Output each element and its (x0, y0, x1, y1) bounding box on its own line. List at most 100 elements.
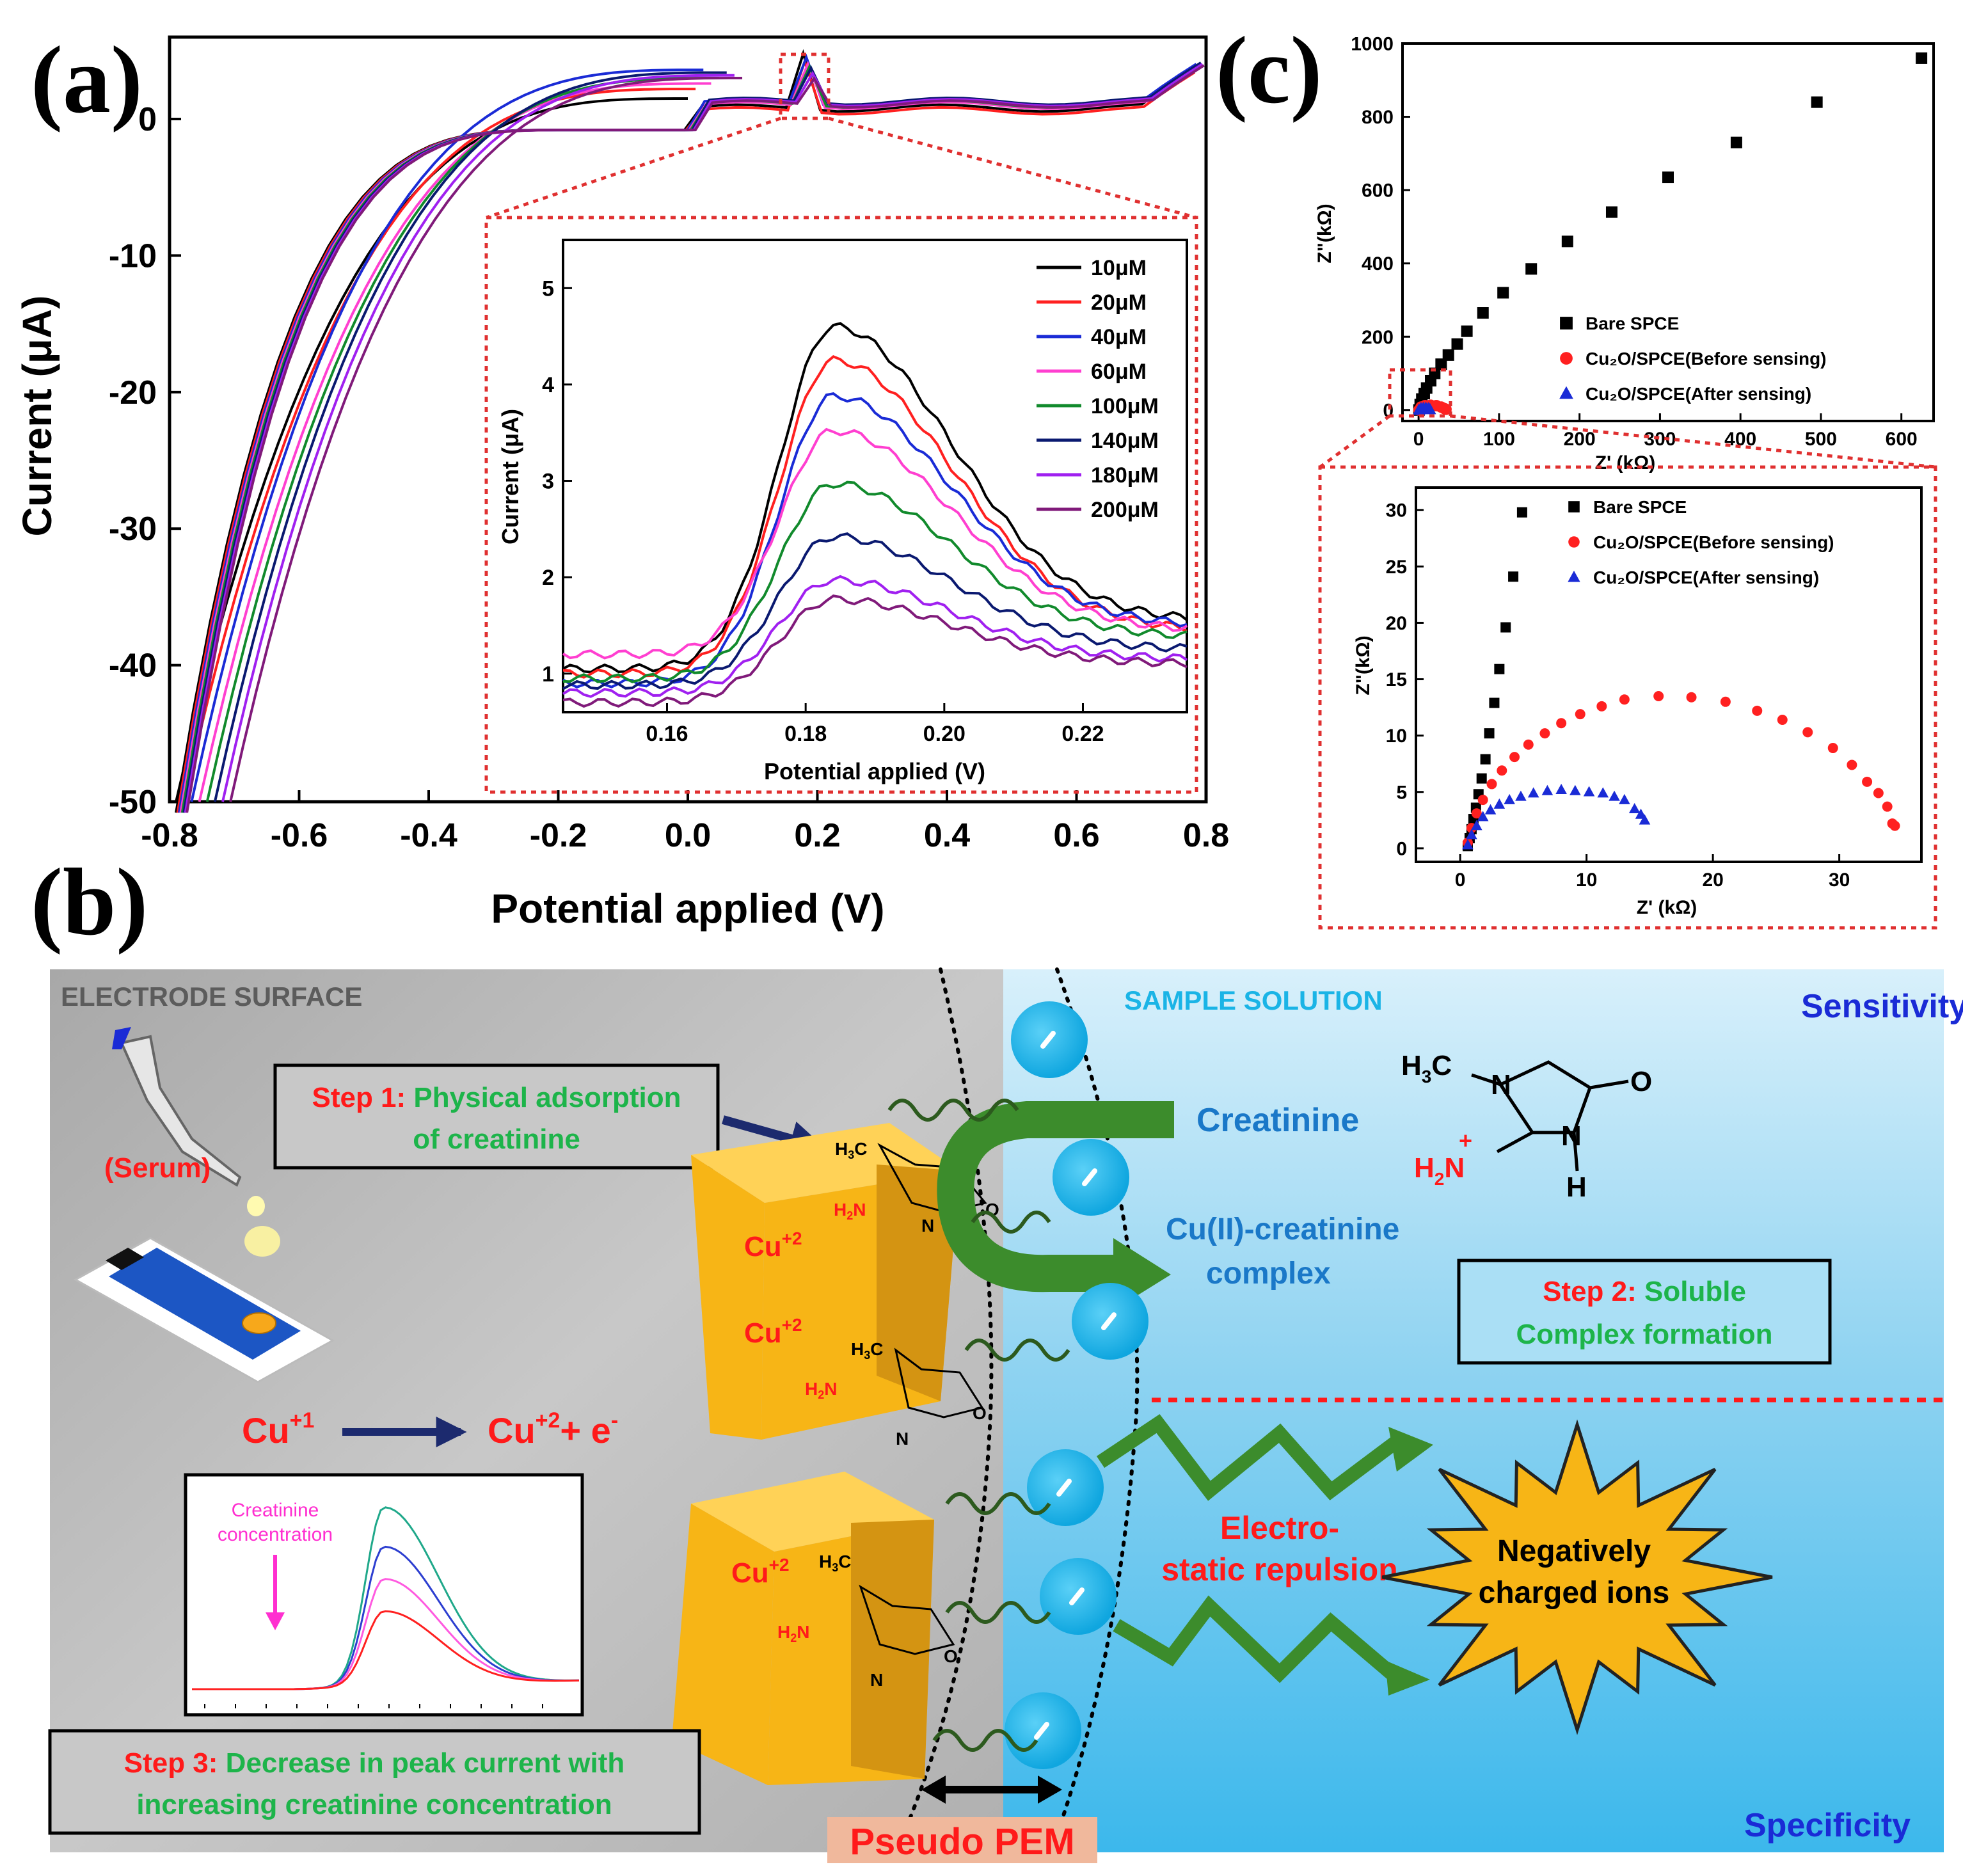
eis-legend-marker (1559, 386, 1573, 399)
sample-solution-label: SAMPLE SOLUTION (1124, 985, 1383, 1015)
eis-point-s0 (1516, 507, 1527, 518)
svg-text:H2N: H2N (805, 1379, 837, 1401)
cv-ytick-label: -30 (109, 511, 157, 548)
cv-zoom-line-right (828, 116, 1197, 219)
cv-zoom-line-left (486, 116, 781, 219)
cv-ytick-label: 0 (138, 101, 157, 138)
eis-legend-label: Cu₂O/SPCE(Before sensing) (1593, 532, 1834, 552)
panel-label-c: (c) (1216, 17, 1322, 123)
cv-curves (175, 49, 1205, 813)
cu2-label-1: Cu+2 (744, 1228, 802, 1262)
panel-label-b: (b) (31, 849, 148, 955)
cv-inset-box (484, 216, 1198, 794)
cv-ytick-label: -20 (109, 374, 157, 411)
pseudo-pem-label: Pseudo PEM (850, 1821, 1074, 1863)
eis-point-s1 (1862, 776, 1873, 787)
neg-ions-line1: Negatively (1497, 1534, 1651, 1568)
inset-xtick-label: 0.22 (1061, 722, 1104, 746)
inset-xtick-label: 0.18 (784, 722, 827, 746)
svg-text:O: O (944, 1646, 958, 1666)
eis-point-s1 (1486, 779, 1497, 790)
eis-point-s1 (1477, 795, 1488, 806)
cv-inset-legend: 10μM 20μM 40μM 60μM 100μM 140μM 180μM 200μM (1037, 256, 1159, 522)
repulsion-arrowhead-bottom (1385, 1660, 1430, 1696)
cv-xtick-label: 0.0 (665, 817, 711, 854)
inset-legend-label: 20μM (1091, 290, 1147, 315)
eis-point-s2 (1628, 802, 1641, 813)
eis-legend-label: Cu₂O/SPCE(After sensing) (1593, 568, 1819, 587)
cv-xtick-label: -0.6 (271, 817, 328, 854)
eis-point-s2 (1477, 811, 1489, 822)
eis-xtick-label: 0 (1455, 870, 1466, 891)
mol-n-top: N (1491, 1069, 1511, 1101)
anion-charge-4 (1069, 1587, 1085, 1605)
cv-ytick-label: -40 (109, 648, 157, 685)
inset-legend-label: 100μM (1091, 394, 1159, 418)
mol-h: H (1566, 1172, 1587, 1203)
svg-text:H2N: H2N (777, 1622, 809, 1644)
eis-point-s0 (1500, 622, 1511, 633)
eis-point-s1 (1440, 403, 1452, 415)
eis-point-s0 (1811, 96, 1823, 108)
cv-zoom-box (779, 52, 830, 120)
eis-point-s2 (1555, 784, 1567, 795)
cv-series-7-lower (186, 64, 1205, 813)
cv-xtick-label: -0.2 (530, 817, 587, 854)
panel-a: (a) -0.8 -0.6 -0.4 -0.2 0.0 0.2 0.4 0.6 0.80-10-… (14, 27, 1229, 932)
inset-series-3 (562, 427, 1188, 660)
creatinine-label: Creatinine (1196, 1102, 1359, 1139)
cv-xlabel: Potential applied (V) (491, 886, 884, 932)
eis-xtick-label: 500 (1805, 429, 1837, 450)
cv-xtick-label: 0.8 (1183, 817, 1229, 854)
eis-legend-marker (1568, 536, 1580, 548)
eis-inset-ticks: 0 10 20 30 0 5 10 15 20 25 30 (1386, 500, 1850, 891)
eis-ytick-label: 0 (1396, 838, 1407, 859)
anion-charge-3 (1056, 1479, 1072, 1497)
repulsion-label-line2: static repulsion (1161, 1552, 1398, 1587)
inset-series-7 (562, 594, 1188, 708)
eis-point-s1 (1686, 692, 1697, 703)
eis-ytick-label: 1000 (1351, 34, 1394, 55)
eis-inset-frame (1415, 486, 1923, 863)
eis-point-s1 (1802, 727, 1813, 738)
anion-charge-2 (1101, 1312, 1117, 1330)
eis-legend-marker (1560, 317, 1573, 330)
cv-inset-ticks: 0.16 0.18 0.20 0.22 1 2 3 4 5 (542, 276, 1104, 746)
inset-series-2 (562, 392, 1188, 688)
eis-point-s1 (1575, 709, 1586, 720)
panel-b: (b) ELECTRODE SURFACE SAMPLE SOLUTION Se… (31, 849, 1963, 1863)
wavy-lines (887, 1099, 1070, 1752)
eis-ytick-label: 400 (1362, 253, 1394, 274)
eis-point-s1 (1619, 694, 1630, 705)
eis-point-s1 (1847, 759, 1857, 770)
inset-legend-label: 40μM (1091, 325, 1147, 349)
eis-inset-box (1318, 465, 1937, 930)
eis-ytick-label: 30 (1386, 500, 1407, 521)
anion-charge-1 (1082, 1168, 1097, 1186)
svg-text:H3C: H3C (851, 1339, 883, 1362)
inset-series-6 (562, 575, 1188, 698)
eis-point-s1 (1653, 690, 1664, 701)
eis-point-s2 (1484, 804, 1497, 815)
inset-ytick-label: 1 (542, 662, 554, 687)
inset-xtick-label: 0.16 (646, 722, 688, 746)
inset-legend-label: 140μM (1091, 429, 1159, 453)
eis-ytick-label: 10 (1386, 726, 1407, 747)
step1-box (273, 1063, 720, 1170)
step2-box (1457, 1259, 1832, 1365)
inset-ytick-label: 3 (542, 470, 554, 494)
panel-label-a: (a) (31, 27, 143, 133)
eis-xtick-label: 100 (1483, 429, 1515, 450)
cv-xtick-label: -0.8 (141, 817, 198, 854)
eis-ytick-label: 600 (1362, 180, 1394, 202)
creatinine-structure (1471, 1060, 1629, 1172)
eis-point-s2 (1423, 402, 1436, 415)
eis-xtick-label: 20 (1702, 870, 1723, 891)
complex-label-line1: Cu(II)-creatinine (1166, 1212, 1399, 1246)
eis-legend-marker (1568, 570, 1580, 582)
neg-ions-line2: charged ions (1479, 1576, 1670, 1610)
eis-xtick-label: 30 (1829, 870, 1850, 891)
cv-axis-ticks: -0.8 -0.6 -0.4 -0.2 0.0 0.2 0.4 0.6 0.8 0 -10 -20 -3… (109, 101, 1229, 854)
complex-label-line2: complex (1206, 1257, 1331, 1291)
